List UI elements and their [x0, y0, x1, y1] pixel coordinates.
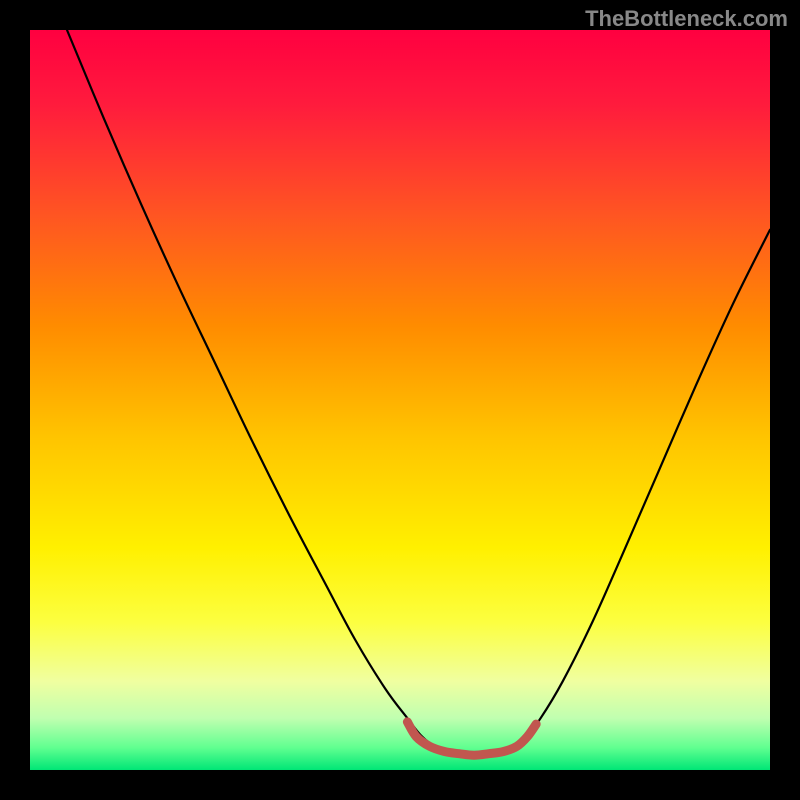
watermark-text: TheBottleneck.com	[585, 6, 788, 32]
chart-svg	[0, 0, 800, 800]
chart-container: TheBottleneck.com	[0, 0, 800, 800]
plot-gradient-background	[30, 30, 770, 770]
